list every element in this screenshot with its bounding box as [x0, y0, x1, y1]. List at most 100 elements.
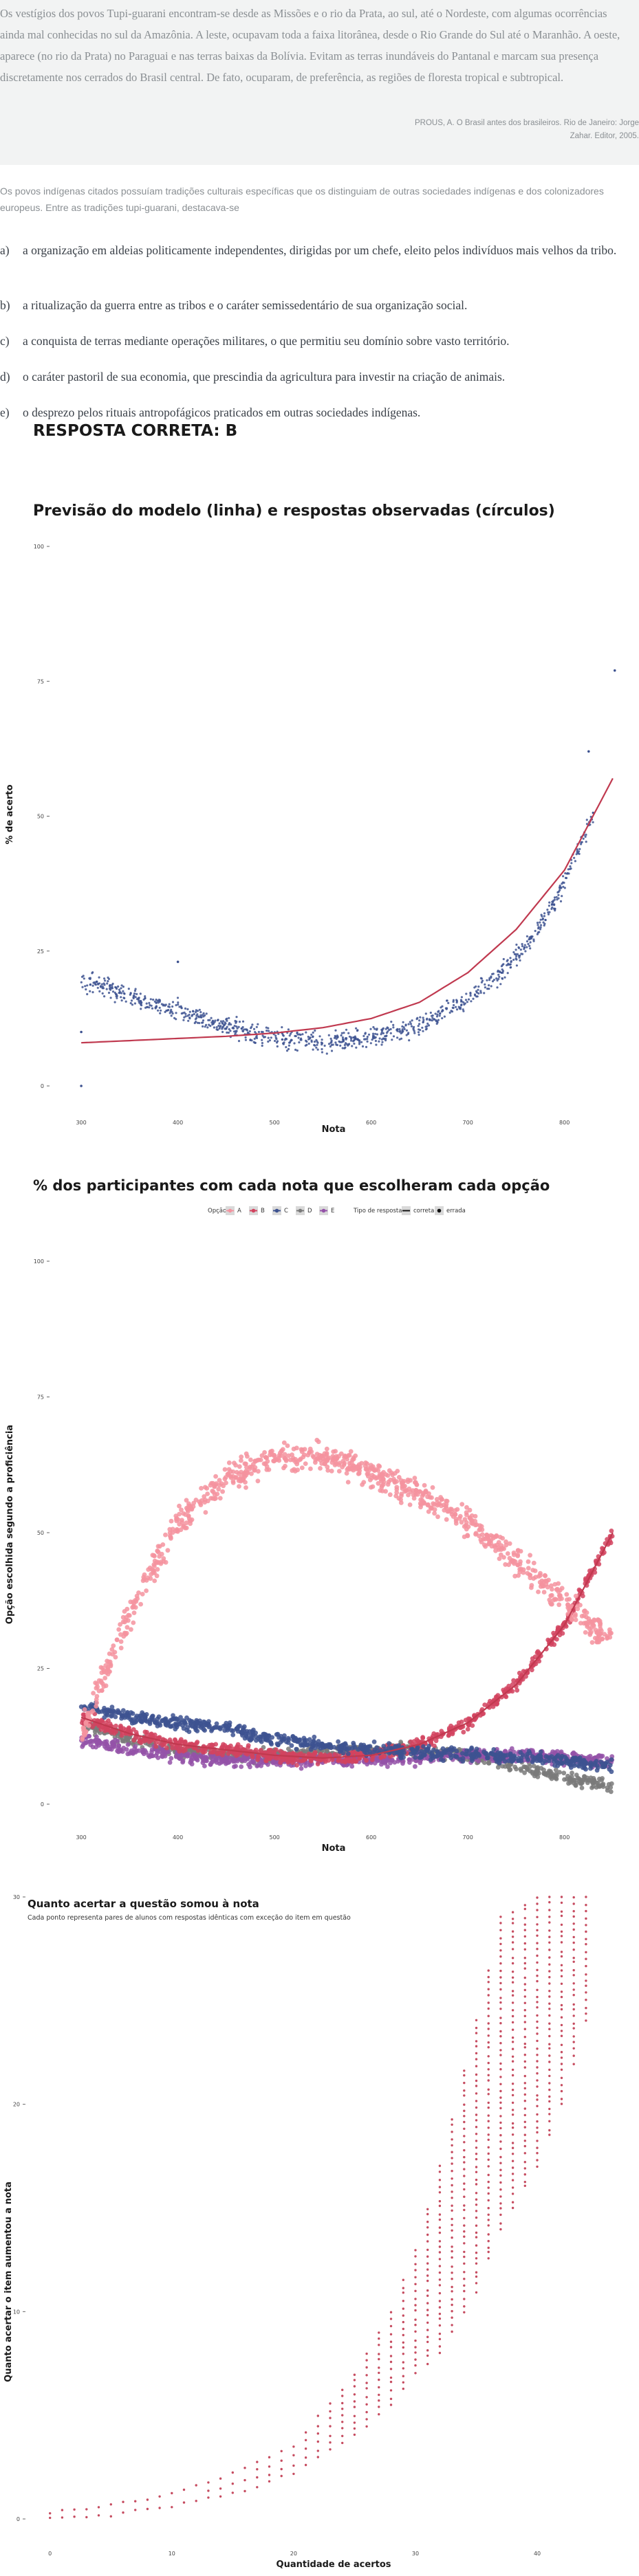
option-c-point: [371, 1739, 377, 1744]
option-a-point: [512, 1573, 518, 1579]
option-a-point: [281, 1440, 287, 1445]
score-gain-point: [365, 2425, 368, 2428]
observed-point: [288, 1044, 290, 1047]
option-c-point: [565, 1758, 570, 1764]
option-a-point: [464, 1504, 469, 1510]
option-d-point: [554, 1771, 559, 1777]
observed-point: [155, 1001, 158, 1004]
option-b-point: [506, 1683, 512, 1689]
score-gain-point: [426, 2313, 429, 2317]
option-a-point: [102, 1676, 108, 1680]
option-a-point: [144, 1588, 149, 1593]
observed-point: [327, 1043, 331, 1045]
score-gain-point: [438, 2251, 442, 2254]
observed-point: [409, 1023, 413, 1025]
option-a-point: [230, 1478, 236, 1484]
score-gain-point: [207, 2489, 210, 2492]
option-a-point: [114, 1637, 120, 1643]
option-b-point: [241, 1746, 246, 1752]
option-a-point: [506, 1562, 511, 1568]
option-a-point: [518, 1559, 523, 1564]
option-c-point: [307, 1737, 312, 1742]
observed-point: [480, 981, 484, 984]
option-a-point: [217, 1478, 222, 1483]
option-a-point: [179, 1507, 184, 1513]
option-a-point: [383, 1472, 389, 1477]
option-a-point: [425, 1502, 431, 1508]
option-b-point: [136, 1735, 142, 1741]
observed-point: [422, 1030, 424, 1032]
observed-point: [80, 981, 83, 984]
option-e-point: [232, 1764, 237, 1769]
observed-point: [202, 1012, 205, 1014]
option-a-point: [271, 1458, 276, 1464]
option-c-point: [144, 1719, 150, 1724]
option-c-point: [138, 1713, 144, 1718]
observed-point: [506, 964, 508, 966]
observed-point: [402, 1021, 404, 1023]
observed-point: [169, 1012, 171, 1014]
option-a-point: [94, 1694, 100, 1699]
option-b-point: [420, 1735, 425, 1740]
option-a-point: [155, 1559, 160, 1565]
option-a-point: [592, 1636, 598, 1641]
observed-point: [118, 992, 121, 995]
observed-point: [436, 1013, 439, 1016]
score-gain-point: [438, 2170, 442, 2173]
option-a-point: [349, 1460, 354, 1465]
score-gain-point: [171, 2491, 173, 2495]
option-a-point: [451, 1514, 456, 1519]
option-c-point: [421, 1744, 426, 1749]
option-c-point: [428, 1757, 433, 1762]
observed-point: [566, 871, 569, 875]
option-a-point: [539, 1578, 545, 1584]
observed-point: [431, 1017, 434, 1019]
chart2-xtick-label: 700: [463, 1834, 473, 1841]
observed-point: [380, 1043, 383, 1046]
observed-point: [248, 1030, 251, 1033]
observed-point: [320, 1041, 323, 1044]
option-a-point: [573, 1593, 578, 1599]
option-a-point: [324, 1446, 329, 1452]
observed-point: [164, 1003, 167, 1006]
option-b-point: [482, 1702, 488, 1707]
observed-point: [120, 992, 123, 995]
option-e-point: [125, 1742, 131, 1747]
observed-point: [554, 909, 556, 912]
option-e-point: [413, 1764, 418, 1769]
legend-type-point: [437, 1208, 442, 1213]
score-gain-point: [451, 2278, 453, 2280]
observed-point: [403, 1028, 406, 1030]
observed-point: [116, 987, 118, 990]
option-c-point: [490, 1752, 496, 1757]
option-c-point: [433, 1754, 438, 1759]
observed-point: [103, 995, 106, 998]
option-b-point: [448, 1723, 453, 1729]
observed-point: [562, 885, 565, 888]
option-a-point: [531, 1560, 537, 1566]
option-a-point: [536, 1589, 541, 1595]
option-a-point: [181, 1511, 186, 1516]
option-c-point: [387, 1741, 391, 1746]
option-c-point: [142, 1713, 147, 1718]
option-a-point: [497, 1556, 502, 1562]
option-b-point: [433, 1738, 439, 1744]
observed-point: [270, 1036, 272, 1039]
observed-point: [241, 1020, 245, 1023]
option-c-point: [169, 1717, 175, 1722]
score-gain-point: [378, 2386, 380, 2389]
option-b-point: [456, 1720, 462, 1725]
option-b-point: [554, 1636, 559, 1642]
option-b-point: [287, 1751, 292, 1757]
score-gain-point: [268, 2456, 271, 2458]
observed-point: [398, 1030, 401, 1033]
score-gain-point: [207, 2496, 210, 2499]
option-a-point: [453, 1521, 459, 1526]
chart3-xtick-label: 40: [534, 2551, 541, 2557]
observed-point: [321, 1039, 323, 1041]
option-b-point: [592, 1570, 598, 1575]
observed-point: [574, 860, 577, 863]
option-b-point: [501, 1687, 506, 1693]
observed-point: [118, 988, 121, 991]
option-a-point: [473, 1513, 478, 1519]
